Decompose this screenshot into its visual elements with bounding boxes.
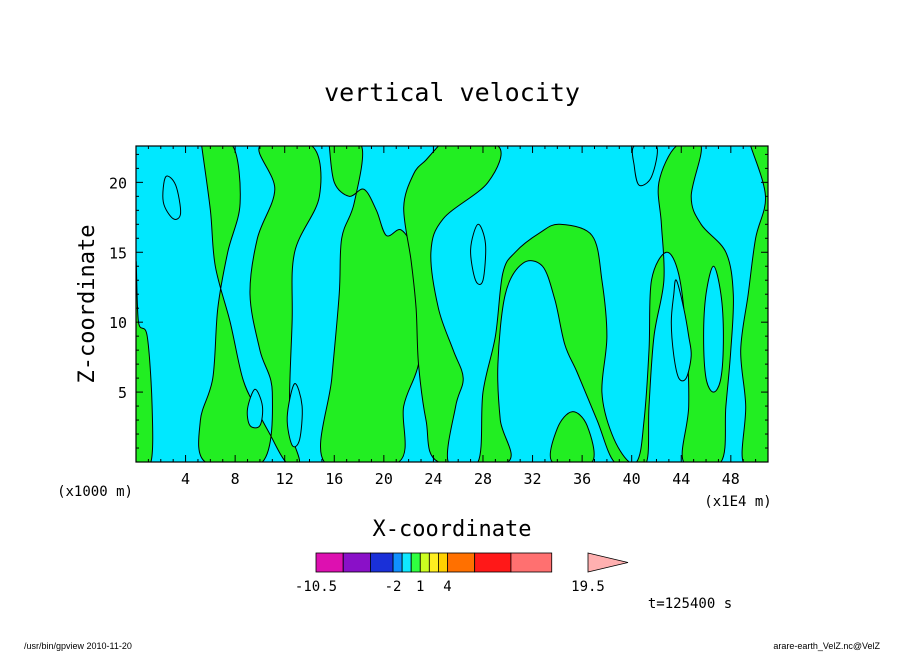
x-tick-label-6: 28 — [474, 470, 492, 488]
colorbar-swatch-11 — [510, 552, 553, 573]
x-tick-label-0: 4 — [181, 470, 190, 488]
colorbar-swatch-1 — [342, 552, 371, 573]
negative-region-5 — [286, 383, 303, 448]
colorbar-swatch-6 — [419, 552, 430, 573]
y-axis: 5 10 15 20 — [109, 153, 768, 449]
x-axis: 4 8 12 16 20 24 28 32 36 40 44 48 — [147, 146, 757, 488]
x-tick-label-3: 16 — [325, 470, 343, 488]
x-tick-label-4: 20 — [375, 470, 393, 488]
x-tick-label-10: 44 — [672, 470, 690, 488]
colorbar-swatch-8 — [437, 552, 448, 573]
footer-left: /usr/bin/gpview 2010-11-20 — [24, 641, 132, 651]
y-tick-label-0: 5 — [118, 384, 127, 402]
positive-region-5 — [549, 411, 595, 462]
colorbar-label-2: 1 — [416, 579, 424, 595]
negative-velocity-regions — [162, 146, 724, 448]
colorbar-swatch-0 — [315, 552, 344, 573]
x-unit-right: (x1E4 m) — [704, 494, 771, 510]
colorbar-label-4: 19.5 — [571, 579, 605, 595]
colorbar-swatch-3 — [392, 552, 403, 573]
colorbar-swatch-5 — [410, 552, 421, 573]
y-tick-label-3: 20 — [109, 174, 127, 192]
x-tick-label-5: 24 — [424, 470, 442, 488]
colorbar-label-0: -10.5 — [295, 579, 337, 595]
positive-region-3 — [403, 146, 734, 462]
colorbar-swatch-9 — [447, 552, 476, 573]
y-tick-label-2: 15 — [109, 244, 127, 262]
x-axis-label: X-coordinate — [373, 517, 532, 542]
negative-region-1 — [670, 279, 692, 382]
x-tick-label-9: 40 — [623, 470, 641, 488]
x-tick-label-2: 12 — [276, 470, 294, 488]
time-label: t=125400 s — [648, 596, 732, 612]
x-tick-label-1: 8 — [231, 470, 240, 488]
negative-region-2 — [703, 265, 724, 393]
x-tick-label-7: 32 — [524, 470, 542, 488]
y-axis-label: Z-coordinate — [75, 225, 100, 384]
plot-area — [136, 146, 768, 462]
footer-right: arare-earth_VelZ.nc@VelZ — [773, 641, 880, 651]
colorbar-swatch-2 — [369, 552, 394, 573]
colorbar-swatch-7 — [428, 552, 439, 573]
colorbar-extension-arrow — [587, 552, 629, 573]
colorbar-label-1: -2 — [385, 579, 402, 595]
x-unit-left: (x1000 m) — [57, 484, 133, 500]
y-tick-label-1: 10 — [109, 314, 127, 332]
negative-region-6 — [246, 388, 264, 429]
negative-region-3 — [470, 223, 487, 285]
plot-frame — [135, 145, 769, 463]
positive-region-1 — [198, 146, 322, 462]
colorbar: -10.5 -2 1 4 19.5 — [295, 552, 629, 595]
chart-title: vertical velocity — [324, 78, 580, 107]
colorbar-label-3: 4 — [443, 579, 451, 595]
x-tick-label-8: 36 — [573, 470, 591, 488]
colorbar-swatch-4 — [401, 552, 412, 573]
negative-region-4 — [162, 175, 182, 220]
x-tick-label-11: 48 — [722, 470, 740, 488]
negative-region-0 — [631, 146, 658, 187]
colorbar-swatch-10 — [474, 552, 512, 573]
